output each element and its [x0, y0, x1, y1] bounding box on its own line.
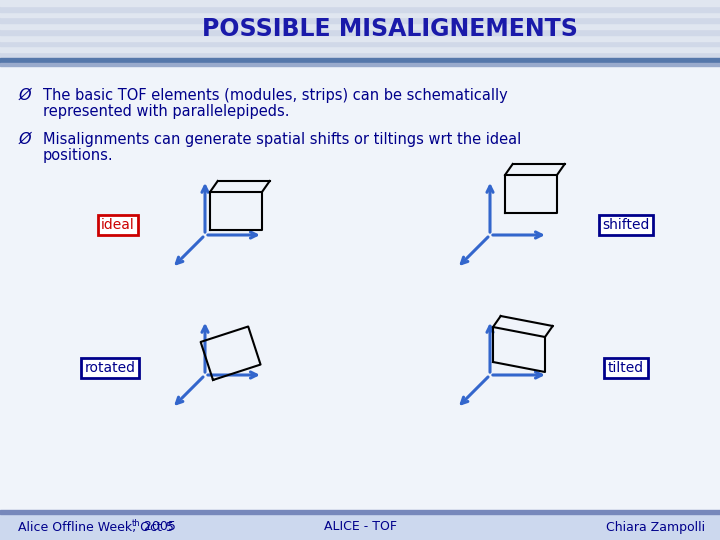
Text: ideal: ideal: [101, 218, 135, 232]
Text: The basic TOF elements (modules, strips) can be schematically: The basic TOF elements (modules, strips)…: [43, 88, 508, 103]
Bar: [0, 46, 720, 52]
Bar: [0, 29, 720, 35]
Text: Misalignments can generate spatial shifts or tiltings wrt the ideal: Misalignments can generate spatial shift…: [43, 132, 521, 147]
Bar: [0, 0, 720, 6]
Bar: [0, 17, 720, 23]
Text: 2005: 2005: [140, 521, 176, 534]
Bar: [0, 35, 720, 40]
Bar: [0, 6, 720, 11]
Text: th: th: [132, 518, 140, 528]
Bar: [0, 510, 720, 514]
Bar: [0, 40, 720, 46]
Text: POSSIBLE MISALIGNEMENTS: POSSIBLE MISALIGNEMENTS: [202, 17, 578, 41]
Bar: [0, 52, 720, 58]
Text: Chiara Zampolli: Chiara Zampolli: [606, 521, 705, 534]
Bar: [0, 11, 720, 17]
Text: positions.: positions.: [43, 148, 114, 163]
Text: tilted: tilted: [608, 361, 644, 375]
Bar: [0, 514, 720, 540]
Bar: [0, 63, 720, 66]
Text: Alice Offline Week, Oct 5: Alice Offline Week, Oct 5: [18, 521, 174, 534]
Text: ALICE - TOF: ALICE - TOF: [323, 521, 397, 534]
Text: Ø: Ø: [19, 132, 31, 147]
Text: shifted: shifted: [603, 218, 649, 232]
Text: represented with parallelepipeds.: represented with parallelepipeds.: [43, 104, 289, 119]
Text: Ø: Ø: [19, 88, 31, 103]
Text: rotated: rotated: [84, 361, 135, 375]
Bar: [0, 23, 720, 29]
Bar: [0, 58, 720, 63]
